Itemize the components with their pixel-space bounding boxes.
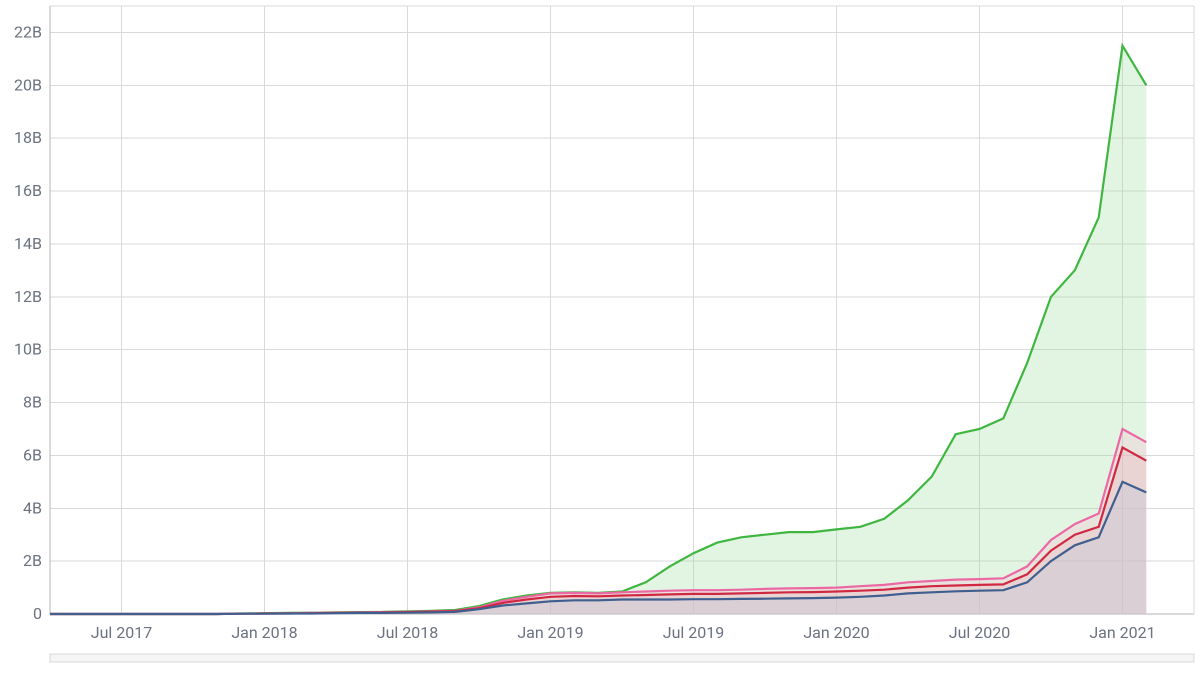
- x-tick-label: Jan 2018: [231, 623, 297, 642]
- y-tick-label: 8B: [23, 393, 42, 412]
- y-tick-label: 4B: [23, 498, 42, 517]
- y-tick-label: 10B: [14, 340, 42, 359]
- y-tick-label: 18B: [14, 128, 42, 147]
- y-tick-label: 2B: [23, 551, 42, 570]
- x-tick-label: Jul 2020: [949, 623, 1010, 642]
- y-tick-label: 6B: [23, 445, 42, 464]
- y-tick-label: 16B: [14, 181, 42, 200]
- x-tick-label: Jul 2018: [377, 623, 438, 642]
- x-tick-label: Jan 2020: [803, 623, 869, 642]
- x-tick-label: Jan 2021: [1089, 623, 1155, 642]
- area-chart[interactable]: 0 2B 4B 6B 8B 10B 12B 14B 16B 18B 20B 22B Jul 2017 Ja…: [0, 0, 1200, 675]
- x-range-bar[interactable]: [50, 654, 1194, 662]
- x-tick-label: Jul 2017: [91, 623, 152, 642]
- series-green-area: [50, 46, 1146, 614]
- y-tick-label: 22B: [14, 22, 42, 41]
- x-tick-label: Jan 2019: [517, 623, 583, 642]
- y-tick-label: 0: [33, 604, 42, 623]
- y-tick-label: 12B: [14, 287, 42, 306]
- y-tick-label: 14B: [14, 234, 42, 253]
- y-tick-label: 20B: [14, 75, 42, 94]
- chart-container: 0 2B 4B 6B 8B 10B 12B 14B 16B 18B 20B 22B Jul 2017 Ja…: [0, 0, 1200, 675]
- x-tick-label: Jul 2019: [663, 623, 724, 642]
